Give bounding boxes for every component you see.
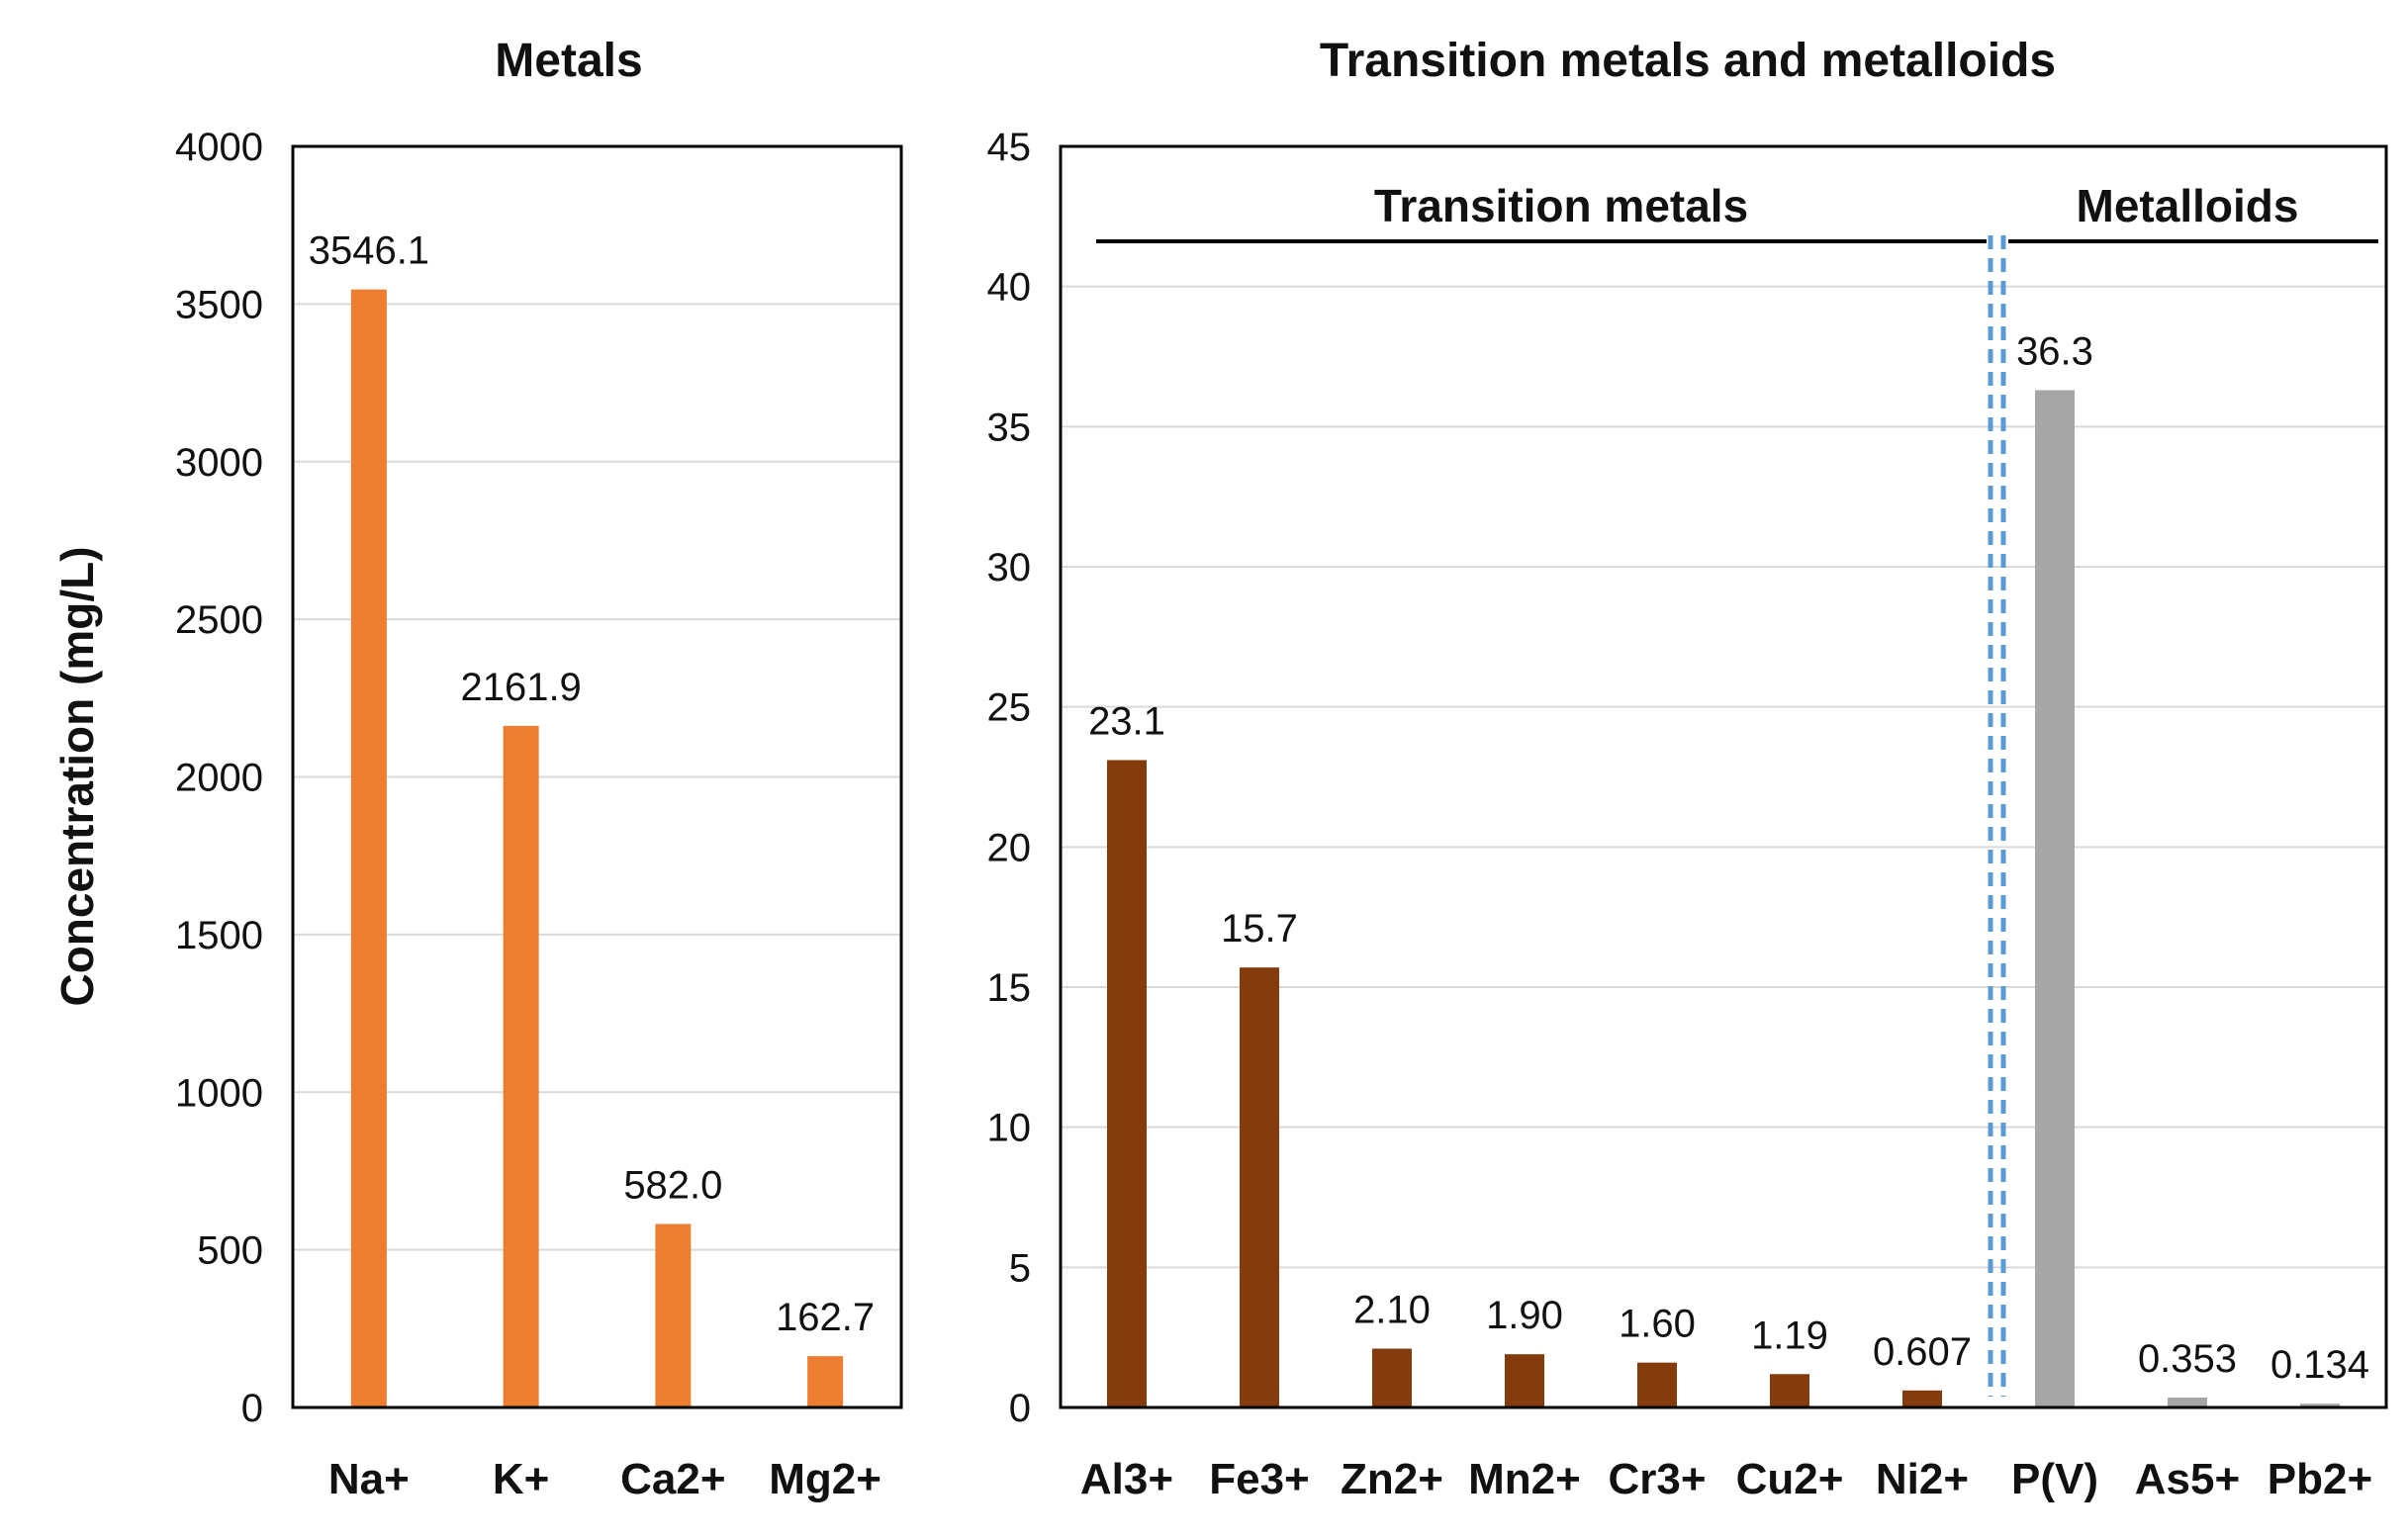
transition-bar-zn2 [1372,1348,1412,1407]
transition-category-label: Zn2+ [1341,1455,1443,1503]
transition-y-tick-label: 5 [1009,1246,1031,1290]
y-axis-title: Concentration (mg/L) [51,546,103,1006]
transition-bar-as5 [2168,1397,2207,1407]
metals-y-tick-label: 1500 [175,914,263,957]
transition-plot-frame [1059,144,2388,1409]
metals-y-tick-label: 3000 [175,441,263,485]
transition-data-label: 1.90 [1486,1294,1563,1337]
transition-y-tick-label: 10 [987,1107,1032,1150]
metals-category-label: K+ [493,1455,549,1503]
metals-y-tick-label: 500 [197,1229,263,1273]
transition-bar-pb2 [2300,1404,2340,1407]
transition-category-label: Pb2+ [2268,1455,2372,1503]
transition-category-label: P(V) [2011,1455,2098,1503]
metals-x-axis-labels: Na+ K+ Ca2+ Mg2+ [328,1455,881,1503]
transition-bar-pv [2035,390,2075,1407]
transition-bar-mn2 [1505,1354,1544,1407]
transition-data-label: 0.607 [1873,1330,1972,1374]
metals-y-axis-ticks: 0 500 1000 1500 2000 2500 3000 3500 4000 [175,126,263,1430]
transition-y-tick-label: 25 [987,686,1032,730]
transition-x-axis-labels: Al3+ Fe3+ Zn2+ Mn2+ Cr3+ Cu2+ Ni2+ P(V) As5+ Pb2+ [1080,1455,2372,1503]
metals-y-tick-label: 4000 [175,126,263,169]
transition-category-label: Fe3+ [1209,1455,1310,1503]
transition-y-tick-label: 0 [1009,1387,1031,1430]
metals-bar-ca2 [655,1223,692,1407]
transition-data-label: 2.10 [1353,1289,1431,1332]
metals-y-tick-label: 0 [241,1387,263,1430]
transition-bar-cu2 [1770,1374,1809,1407]
transition-category-label: As5+ [2135,1455,2240,1503]
group-label-metalloids: Metalloids [2077,180,2299,231]
transition-category-label: Mn2+ [1468,1455,1581,1503]
metals-y-tick-label: 2000 [175,757,263,800]
transition-bar-al3 [1107,760,1147,1407]
transition-category-label: Cr3+ [1608,1455,1706,1503]
metals-data-label: 582.0 [623,1163,722,1207]
metals-data-label: 2161.9 [460,666,581,709]
transition-data-label: 1.60 [1619,1303,1696,1346]
transition-gridlines [1061,285,2386,1269]
transition-category-label: Ni2+ [1876,1455,1969,1503]
metals-data-label: 3546.1 [309,229,429,273]
metals-data-label: 162.7 [776,1296,875,1339]
transition-chart-title: Transition metals and metalloids [1320,35,2056,87]
transition-y-tick-label: 40 [987,266,1032,310]
metals-chart-title: Metals [495,35,642,87]
metals-category-label: Mg2+ [769,1455,881,1503]
transition-bar-fe3 [1240,967,1279,1407]
transition-data-label: 36.3 [2016,330,2093,374]
transition-y-tick-label: 30 [987,546,1032,589]
transition-data-label: 0.134 [2270,1343,2369,1387]
metals-y-tick-label: 2500 [175,598,263,642]
transition-category-label: Cu2+ [1736,1455,1844,1503]
metals-bar-mg2 [807,1356,844,1407]
metals-bar-k [503,725,539,1407]
transition-bar-cr3 [1637,1362,1677,1407]
transition-data-label: 15.7 [1221,907,1298,951]
group-label-transition-metals: Transition metals [1374,180,1748,231]
metals-category-label: Na+ [328,1455,410,1503]
transition-y-tick-label: 35 [987,406,1032,449]
metals-bars [350,289,844,1407]
transition-y-axis-ticks: 0 5 10 15 20 25 30 35 40 45 [987,126,1032,1430]
metals-chart: Metals 05001000150020002500300035004000 … [51,35,903,1503]
metals-plot-frame [291,144,903,1409]
metals-data-labels: 3546.1 2161.9 582.0 162.7 [309,229,875,1339]
metals-bar-na [350,289,387,1407]
metals-category-label: Ca2+ [620,1455,725,1503]
transition-data-label: 0.353 [2138,1337,2237,1381]
transition-bars [1107,390,2340,1407]
metals-gridlines [293,303,901,1251]
transition-metals-chart: Transition metals and metalloids 0 5 10 15 2… [987,35,2388,1503]
transition-y-tick-label: 45 [987,126,1032,169]
metals-y-tick-label: 1000 [175,1071,263,1115]
transition-data-labels: 23.1 15.7 2.10 1.90 1.60 1.19 0.607 36.3 0.353 0.… [1088,330,2369,1388]
transition-data-label: 1.19 [1751,1314,1828,1357]
transition-category-label: Al3+ [1080,1455,1173,1503]
transition-y-tick-label: 20 [987,826,1032,869]
metals-y-tick-label: 3500 [175,283,263,326]
transition-bar-ni2 [1902,1390,1942,1407]
transition-y-tick-label: 15 [987,966,1032,1010]
transition-data-label: 23.1 [1088,700,1165,744]
